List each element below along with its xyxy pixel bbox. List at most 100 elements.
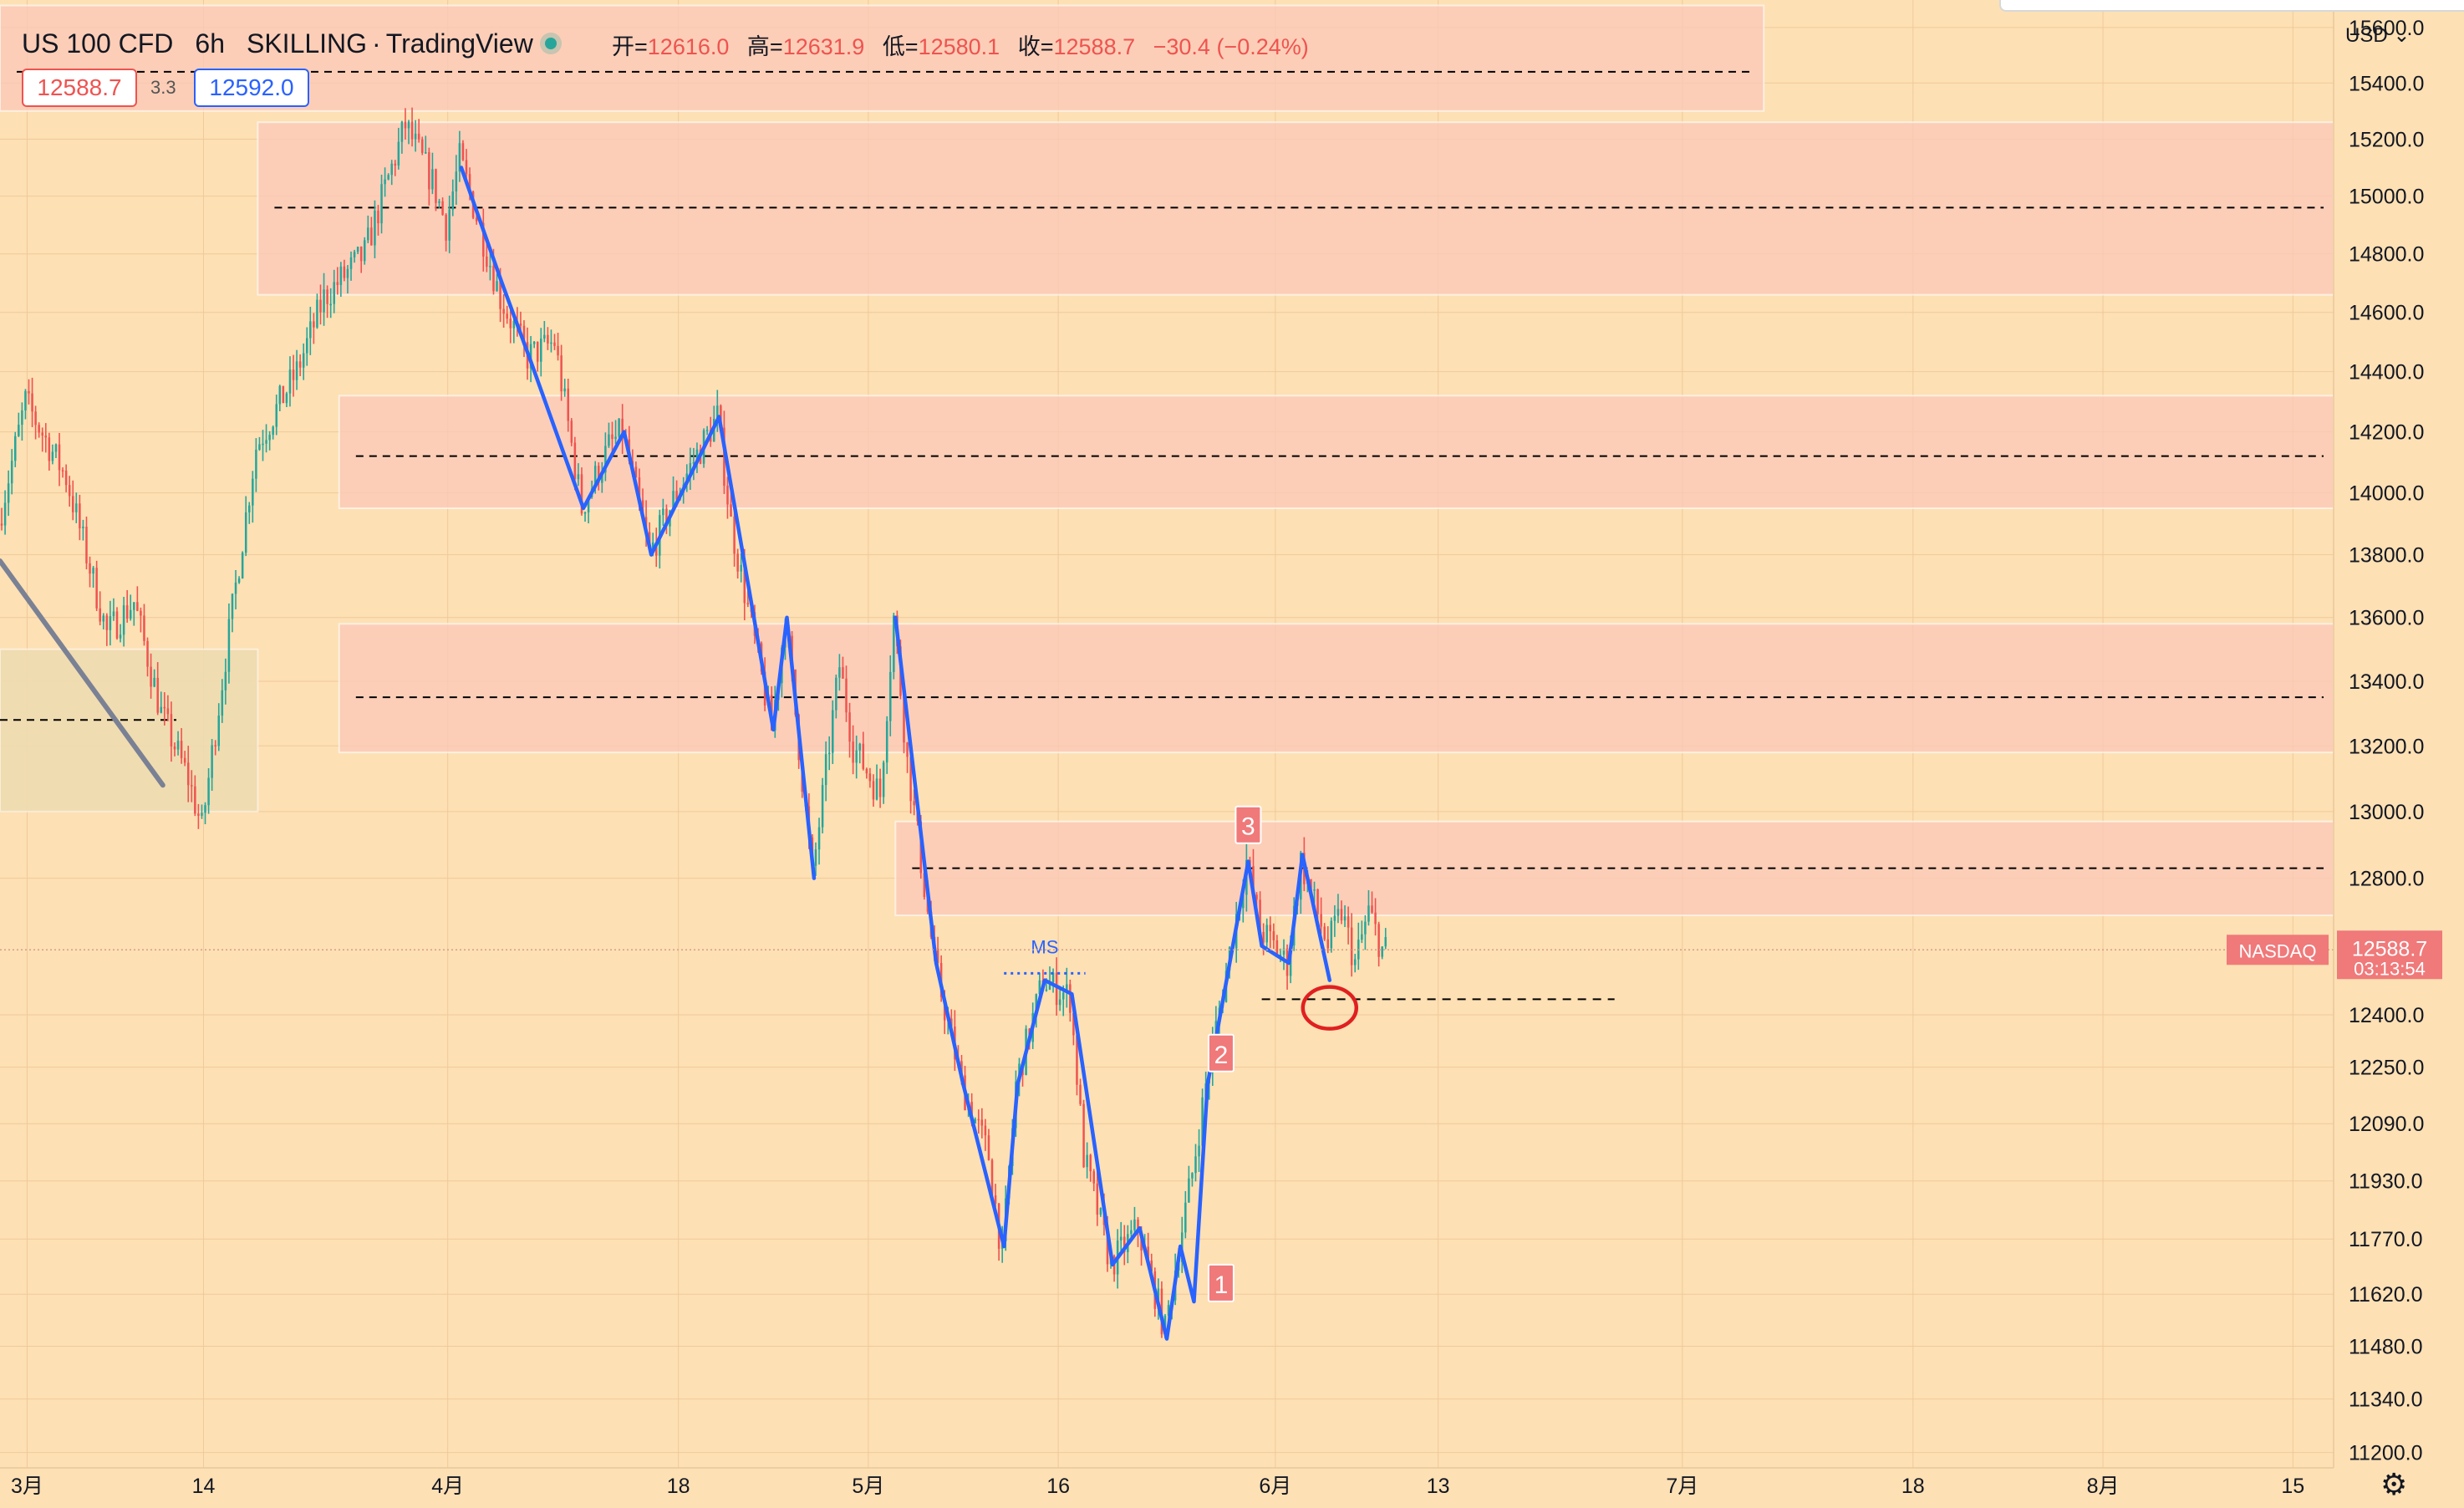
candle-down <box>878 778 882 797</box>
candle-down <box>675 491 678 500</box>
candle-down <box>1262 931 1265 943</box>
candle-down <box>733 516 736 554</box>
candle-down <box>468 174 471 192</box>
candle-up <box>1279 955 1282 956</box>
candle-up <box>353 252 356 257</box>
candle-down <box>435 169 437 203</box>
candle-up <box>1130 1230 1133 1235</box>
candle-up <box>221 690 224 716</box>
candle-up <box>740 564 742 572</box>
y-tick-label: 11930.0 <box>2349 1170 2423 1194</box>
candle-down <box>79 503 81 528</box>
candle-up <box>1051 972 1055 983</box>
candle-up <box>268 435 271 441</box>
candle-up <box>82 527 84 528</box>
interval-label[interactable]: 6h <box>195 28 225 59</box>
x-tick-label: 5月 <box>852 1475 884 1498</box>
candle-down <box>180 741 183 758</box>
candle-down <box>1326 939 1330 949</box>
candle-up <box>1265 925 1268 943</box>
candle-down <box>913 801 915 806</box>
candle-up <box>1336 909 1340 916</box>
x-tick-label: 3月 <box>11 1475 43 1498</box>
candle-up <box>1343 916 1347 921</box>
buy-price-button[interactable]: 12592.0 <box>194 69 309 107</box>
candle-up <box>614 436 617 440</box>
candle-up <box>278 385 282 405</box>
candle-down <box>848 712 851 742</box>
last-price-label: 12588.7 <box>2352 937 2427 960</box>
candle-down <box>1255 894 1258 900</box>
candle-down <box>1310 879 1312 891</box>
candle-down <box>61 470 64 471</box>
y-tick-label: 14800.0 <box>2349 243 2424 267</box>
candle-up <box>252 478 254 506</box>
candle-up <box>974 1118 976 1123</box>
candle-up <box>1353 959 1357 965</box>
candle-up <box>496 281 498 292</box>
candle-down <box>977 1118 980 1121</box>
candle-down <box>44 436 48 438</box>
candle-up <box>18 425 20 436</box>
spread-value: 3.3 <box>150 77 176 98</box>
candle-down <box>654 542 658 556</box>
symbol-header[interactable]: US 100 CFD 6h SKILLING · TradingView <box>22 25 585 62</box>
candle-down <box>170 714 173 746</box>
candle-down <box>1137 1219 1139 1233</box>
y-tick-label: 14600.0 <box>2349 302 2424 325</box>
candle-up <box>374 210 376 246</box>
candle-down <box>845 678 848 713</box>
candle-down <box>377 210 379 224</box>
wave-label-box <box>1207 1033 1235 1072</box>
candle-up <box>695 449 699 463</box>
candle-up <box>1035 994 1038 1014</box>
candle-down <box>326 289 328 304</box>
candle-down <box>475 217 478 222</box>
candle-up <box>323 289 325 313</box>
candle-down <box>1316 889 1319 914</box>
y-tick-label: 13400.0 <box>2349 670 2424 694</box>
dot-separator: · <box>372 28 381 59</box>
demand-zone <box>0 648 259 813</box>
y-tick-label: 11770.0 <box>2349 1228 2423 1251</box>
candle-up <box>662 508 664 516</box>
candle-down <box>1259 899 1261 932</box>
wave-label: 1 <box>1214 1271 1229 1299</box>
candle-up <box>835 677 837 711</box>
candle-down <box>370 227 373 246</box>
exchange-label: NASDAQ <box>2239 940 2317 961</box>
candle-down <box>519 324 522 326</box>
candle-up <box>1066 984 1068 993</box>
candle-up <box>75 503 78 512</box>
candle-up <box>265 440 267 444</box>
candle-up <box>387 175 389 180</box>
candle-up <box>302 353 305 368</box>
candle-down <box>1252 866 1255 895</box>
candle-up <box>262 443 264 446</box>
candle-down <box>499 281 501 309</box>
candle-up <box>604 446 607 473</box>
candle-up <box>349 257 353 269</box>
currency-selector[interactable]: USD ⌄ <box>2345 23 2410 48</box>
candle-down <box>980 1119 984 1126</box>
candle-up <box>54 444 58 452</box>
candle-down <box>166 708 170 715</box>
candle-up <box>583 512 587 514</box>
candle-down <box>553 342 556 346</box>
candle-up <box>1167 1305 1170 1316</box>
candle-up <box>414 133 417 140</box>
candle-up <box>824 754 827 786</box>
candle-up <box>7 483 10 503</box>
candle-down <box>58 444 61 471</box>
candle-up <box>333 282 335 304</box>
symbol-name[interactable]: US 100 CFD <box>22 28 174 59</box>
sell-price-button[interactable]: 12588.7 <box>22 69 137 107</box>
candle-up <box>1133 1219 1136 1230</box>
candle-down <box>621 418 624 439</box>
gear-icon[interactable]: ⚙ <box>2380 1467 2408 1501</box>
candle-down <box>298 361 302 368</box>
candle-up <box>380 184 383 224</box>
candle-down <box>598 466 600 483</box>
candle-up <box>1119 1236 1123 1241</box>
